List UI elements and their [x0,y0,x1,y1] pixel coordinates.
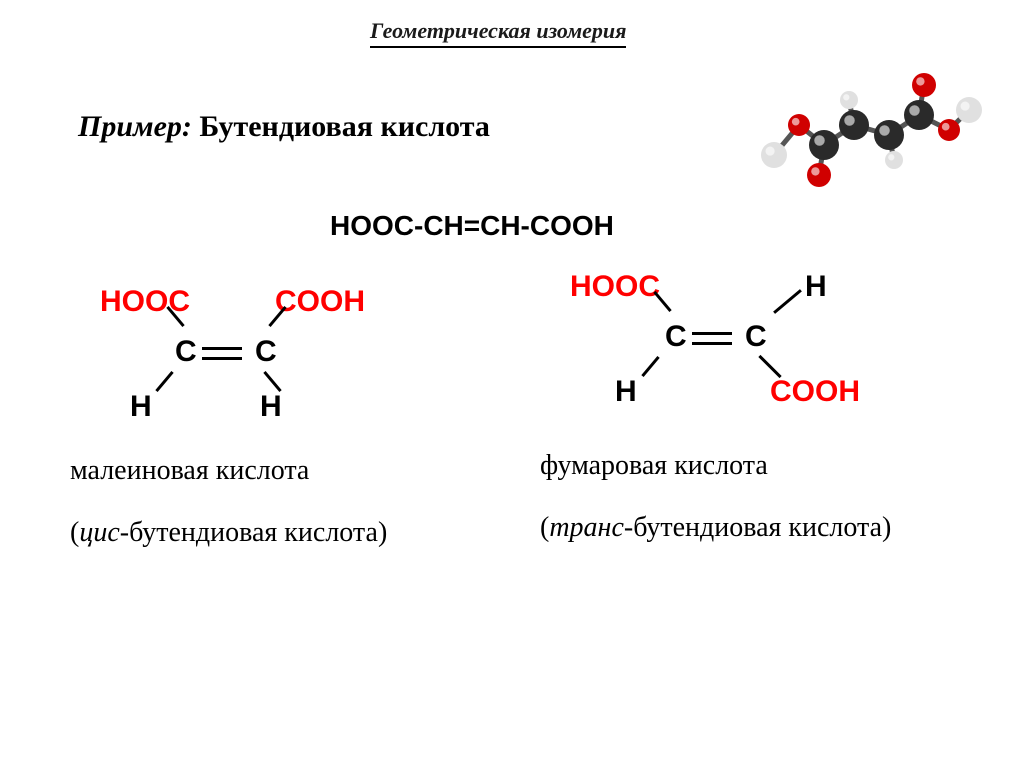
trans-bottom-left: H [615,375,637,409]
page-title: Геометрическая изомерия [370,18,626,48]
trans-c-left: C [665,320,687,354]
cis-top-left: HOOC [100,285,190,319]
cis-common-name: малеиновая кислота [70,455,490,487]
cis-top-right: COOH [275,285,365,319]
bond [773,289,802,314]
cis-structure: HOOC COOH C C H H [100,285,490,445]
bond [641,356,659,377]
cis-bottom-right: H [260,390,282,424]
trans-prefix: транс [549,512,624,543]
example-compound: Бутендиовая кислота [199,110,490,143]
cis-c-right: C [255,335,277,369]
trans-common-name: фумаровая кислота [540,450,960,482]
cis-prefix: цис [79,517,119,548]
double-bond [202,347,242,350]
cis-c-left: C [175,335,197,369]
trans-bottom-right: COOH [770,375,860,409]
trans-sys-rest: -бутендиовая кислота [624,512,882,543]
bond [155,371,173,392]
molecule-3d-model [754,60,984,190]
trans-top-right: H [805,270,827,304]
example-label: Пример: [78,110,192,143]
double-bond [692,332,732,335]
double-bond [692,342,732,345]
trans-c-right: C [745,320,767,354]
cis-isomer-block: HOOC COOH C C H H малеиновая кислота (ци… [70,285,490,549]
trans-isomer-block: HOOC H C C H COOH фумаровая кислота (тра… [540,270,960,544]
bond [263,371,281,392]
cis-bottom-left: H [130,390,152,424]
cis-systematic-name: (цис-бутендиовая кислота) [70,517,490,549]
double-bond [202,357,242,360]
main-formula: HOOC-CH=CH-COOH [330,210,614,242]
trans-top-left: HOOC [570,270,660,304]
cis-sys-rest: -бутендиовая кислота [120,517,378,548]
trans-systematic-name: (транс-бутендиовая кислота) [540,512,960,544]
example-line: Пример: Бутендиовая кислота [78,110,490,144]
trans-structure: HOOC H C C H COOH [570,270,960,430]
